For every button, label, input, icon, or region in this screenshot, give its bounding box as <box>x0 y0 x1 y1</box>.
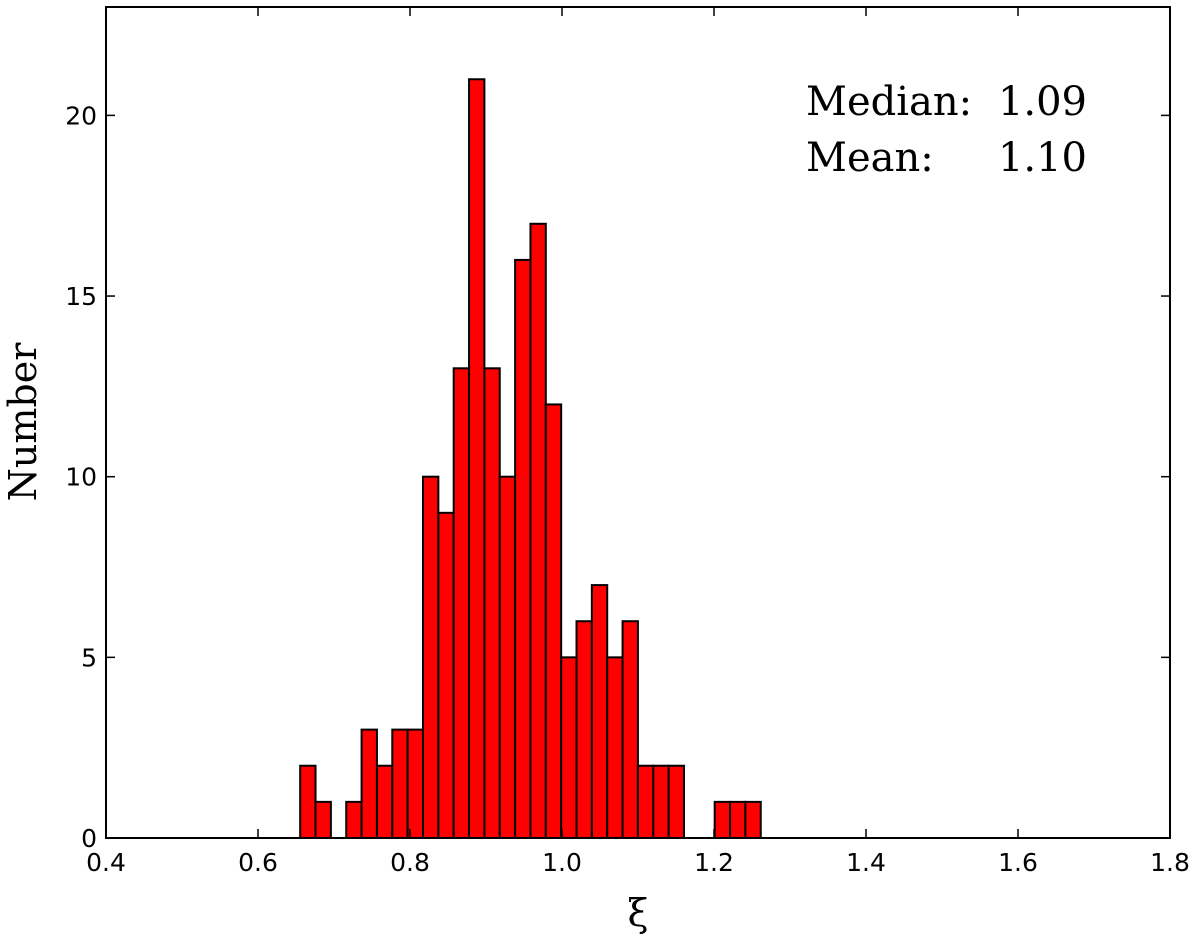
histogram-bar <box>667 764 685 839</box>
x-tick-label: 1.8 <box>1150 848 1190 877</box>
histogram-bar <box>468 78 486 839</box>
y-axis-title: Number <box>1 342 45 502</box>
histogram-bar <box>606 656 624 839</box>
x-axis-title: ξ <box>628 891 649 935</box>
median-label: Median: <box>806 79 972 125</box>
histogram-bar <box>437 511 455 840</box>
histogram-bar <box>514 258 532 840</box>
x-tick-label: 1.2 <box>694 848 734 877</box>
histogram-bar <box>314 800 332 839</box>
histogram-bar <box>590 584 609 840</box>
histogram-bar <box>652 764 670 839</box>
histogram-bar <box>483 367 501 839</box>
x-tick-label: 1.6 <box>998 848 1038 877</box>
histogram-bar <box>713 800 732 839</box>
histogram-bar <box>575 620 593 839</box>
histogram-bars <box>299 78 762 840</box>
histogram-bar <box>345 800 363 839</box>
x-tick-label: 1.0 <box>542 848 582 877</box>
y-tick-labels: 0 5 10 15 20 <box>65 101 97 853</box>
histogram-bar <box>360 728 378 839</box>
stats-annotation: Median: 1.09 Mean: 1.10 <box>806 79 1087 181</box>
histogram-bar <box>744 800 762 839</box>
histogram-bar <box>422 475 440 839</box>
x-tick-label: 0.6 <box>238 848 278 877</box>
histogram-bar <box>406 728 424 839</box>
histogram-bar <box>636 764 655 839</box>
histogram-bar <box>560 656 578 839</box>
histogram-bar <box>391 728 409 839</box>
y-tick-label: 20 <box>65 101 97 130</box>
mean-label: Mean: <box>806 135 934 181</box>
histogram-bar <box>621 620 639 839</box>
y-tick-label: 5 <box>81 643 97 672</box>
y-tick-label: 15 <box>65 282 97 311</box>
histogram-bar <box>544 403 563 839</box>
y-tick-label: 0 <box>81 824 97 853</box>
plot-frame <box>105 6 1171 839</box>
median-value: 1.09 <box>998 79 1087 125</box>
histogram-bar <box>529 222 547 839</box>
histogram-bar <box>299 764 317 839</box>
x-tick-label: 0.4 <box>86 848 126 877</box>
histogram-bar <box>375 764 394 839</box>
x-tick-label: 1.4 <box>846 848 886 877</box>
histogram-bar <box>498 475 517 839</box>
y-tick-label: 10 <box>65 463 97 492</box>
histogram-bar <box>729 800 747 839</box>
x-tick-labels: 0.4 0.6 0.8 1.0 1.2 1.4 1.6 1.8 <box>86 848 1190 877</box>
x-tick-label: 0.8 <box>390 848 430 877</box>
histogram-bar <box>452 367 471 839</box>
mean-value: 1.10 <box>998 135 1087 181</box>
